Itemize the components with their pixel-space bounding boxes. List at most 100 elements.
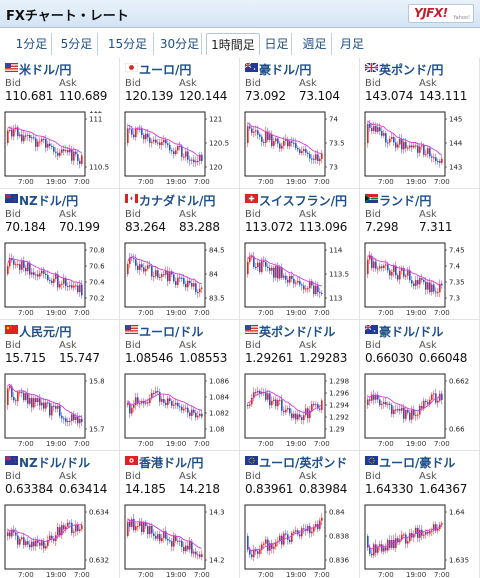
candle xyxy=(135,259,137,266)
y-tick-label: 113 xyxy=(329,295,342,303)
candle xyxy=(305,149,307,153)
y-tick-label: 120.5 xyxy=(209,140,229,148)
mini-chart[interactable]: 1.086 1.084 1.082 1.08 xyxy=(124,373,236,439)
pair-name-link[interactable]: スイスフラン/円 xyxy=(259,194,348,208)
candle xyxy=(373,126,375,131)
candle xyxy=(79,160,81,164)
rate-card[interactable]: ユーロ/英ポンド Bid Ask 0.83961 0.83984 0.84 0.838 0.8… xyxy=(240,451,360,578)
pair-name-link[interactable]: 英ポンド/円 xyxy=(379,63,444,77)
chart-frame xyxy=(364,373,446,439)
mini-chart[interactable]: 145 144 143 xyxy=(364,111,476,177)
candle xyxy=(273,399,275,402)
pair-name-link[interactable]: 米ドル/円 xyxy=(19,63,72,77)
chart-x-axis: 7:00 19:00 7:00 xyxy=(364,309,450,319)
candle xyxy=(81,284,83,296)
chart-x-axis: 7:00 19:00 7:00 xyxy=(124,309,210,319)
ask-value: 120.144 xyxy=(179,89,228,103)
rate-card[interactable]: 豪ドル/円 Bid Ask 73.092 73.104 74 73.5 73 7:00 19:00… xyxy=(240,58,360,189)
x-tick-label: 7:00 xyxy=(378,571,394,578)
ask-label: Ask xyxy=(419,471,437,482)
rate-card[interactable]: ユーロ/豪ドル Bid Ask 1.64330 1.64367 1.64 1.635 7:00… xyxy=(360,451,480,578)
candle xyxy=(393,539,395,549)
pair-name-link[interactable]: 豪ドル/ドル xyxy=(379,325,444,339)
candle xyxy=(69,420,71,422)
rate-card[interactable]: 英ポンド/円 Bid Ask 143.074 143.111 145 144 143 7:00 1… xyxy=(360,58,480,189)
rate-card[interactable]: 豪ドル/ドル Bid Ask 0.66030 0.66048 0.662 0.66 7:00 1… xyxy=(360,320,480,451)
mini-chart[interactable]: 0.84 0.838 0.836 xyxy=(244,504,356,570)
candle xyxy=(257,390,259,393)
mini-chart[interactable]: 74 73.5 73 xyxy=(244,111,356,177)
candle xyxy=(75,416,77,420)
rate-card[interactable]: カナダドル/円 Bid Ask 83.264 83.288 84.5 84 83.5 7:00 1… xyxy=(120,189,240,320)
bid-label: Bid xyxy=(245,209,261,220)
candle xyxy=(381,544,383,552)
rate-card[interactable]: スイスフラン/円 Bid Ask 113.072 113.096 114 113.5 113 7… xyxy=(240,189,360,320)
candle xyxy=(75,151,77,155)
rate-card[interactable]: NZドル/円 Bid Ask 70.184 70.199 70.8 70.6 70.4 70.2… xyxy=(0,189,120,320)
mini-chart[interactable]: 1.298 1.296 1.294 1.292 1.29 xyxy=(244,373,356,439)
mini-chart[interactable]: 0.634 0.632 xyxy=(4,504,116,570)
chart-x-axis: 7:00 19:00 7:00 xyxy=(244,440,330,450)
pair-name-link[interactable]: 豪ドル/円 xyxy=(259,63,312,77)
mini-chart[interactable]: 84.5 84 83.5 xyxy=(124,242,236,308)
candle xyxy=(31,541,33,548)
mini-chart[interactable]: 0.662 0.66 xyxy=(364,373,476,439)
candle xyxy=(409,412,411,420)
mini-chart[interactable]: 114 113.5 113 xyxy=(244,242,356,308)
mini-chart[interactable]: 1.64 1.635 xyxy=(364,504,476,570)
mini-chart[interactable]: 14.3 14.2 xyxy=(124,504,236,570)
candle xyxy=(267,393,269,400)
mini-chart[interactable]: 121 120.5 120 xyxy=(124,111,236,177)
y-tick-label: 1.29 xyxy=(329,426,345,434)
x-tick-label: 7:00 xyxy=(18,309,34,317)
x-tick-label: 19:00 xyxy=(286,178,307,186)
y-tick-label: 121 xyxy=(209,116,222,124)
rate-card[interactable]: NZドル/ドル Bid Ask 0.63384 0.63414 0.634 0.632 7:0… xyxy=(0,451,120,578)
tab-5min[interactable]: 5分足 xyxy=(56,33,98,55)
pair-name-link[interactable]: ユーロ/豪ドル xyxy=(379,456,456,470)
candle xyxy=(145,133,147,140)
gb-flag-icon xyxy=(365,63,378,72)
y-tick-label: 110.5 xyxy=(89,164,109,172)
tab-weekly[interactable]: 週足 xyxy=(298,33,332,55)
rate-card[interactable]: 英ポンド/ドル Bid Ask 1.29261 1.29283 1.298 1.296 1.2… xyxy=(240,320,360,451)
candle xyxy=(27,541,29,545)
tab-1hour[interactable]: 1時間足 xyxy=(206,33,260,55)
ask-value: 1.64367 xyxy=(419,482,468,496)
y-tick-label: 143 xyxy=(449,164,462,172)
pair-name-link[interactable]: 人民元/円 xyxy=(19,325,72,339)
candle xyxy=(37,274,39,277)
tab-30min[interactable]: 30分足 xyxy=(158,33,202,55)
pair-name-link[interactable]: ユーロ/円 xyxy=(139,63,192,77)
pair-name-link[interactable]: ユーロ/ドル xyxy=(139,325,204,339)
chart-x-axis: 7:00 19:00 7:00 xyxy=(124,440,210,450)
brand-logo[interactable]: YJFX! Yahoo! xyxy=(408,4,474,23)
pair-name-link[interactable]: NZドル/円 xyxy=(19,194,79,208)
pair-name-link[interactable]: 英ポンド/ドル xyxy=(259,325,336,339)
tab-1min[interactable]: 1分足 xyxy=(12,33,52,55)
rate-card[interactable]: ユーロ/円 Bid Ask 120.139 120.144 121 120.5 120 7:00… xyxy=(120,58,240,189)
rate-card[interactable]: 香港ドル/円 Bid Ask 14.185 14.218 14.3 14.2 7:00 19:0… xyxy=(120,451,240,578)
candle xyxy=(401,534,403,540)
pair-name-link[interactable]: カナダドル/円 xyxy=(139,194,216,208)
mini-chart[interactable]: 70.8 70.6 70.4 70.2 xyxy=(4,242,116,308)
pair-name-link[interactable]: ランド/円 xyxy=(379,194,432,208)
mini-chart[interactable]: 111 110.5 112 xyxy=(4,111,116,177)
tab-15min[interactable]: 15分足 xyxy=(102,33,154,55)
candle xyxy=(429,282,431,293)
rate-card[interactable]: 人民元/円 Bid Ask 15.715 15.747 15.8 15.7 7:00 19:00… xyxy=(0,320,120,451)
pair-name-link[interactable]: 香港ドル/円 xyxy=(139,456,204,470)
pair-name-link[interactable]: NZドル/ドル xyxy=(19,456,91,470)
tab-daily[interactable]: 日足 xyxy=(262,33,292,55)
mini-chart[interactable]: 15.8 15.7 xyxy=(4,373,116,439)
bid-value: 0.66030 xyxy=(365,351,414,365)
rate-card[interactable]: 米ドル/円 Bid Ask 110.681 110.689 111 110.5 112 7:00… xyxy=(0,58,120,189)
tab-monthly[interactable]: 月足 xyxy=(339,37,364,51)
rate-card[interactable]: ランド/円 Bid Ask 7.298 7.311 7.45 7.4 7.35 7.3 7:00 1… xyxy=(360,189,480,320)
candle xyxy=(29,544,31,548)
rate-card[interactable]: ユーロ/ドル Bid Ask 1.08546 1.08553 1.086 1.084 1.08… xyxy=(120,320,240,451)
candle xyxy=(419,146,421,153)
mini-chart[interactable]: 7.45 7.4 7.35 7.3 xyxy=(364,242,476,308)
candle xyxy=(165,531,167,539)
pair-name-link[interactable]: ユーロ/英ポンド xyxy=(259,456,348,470)
